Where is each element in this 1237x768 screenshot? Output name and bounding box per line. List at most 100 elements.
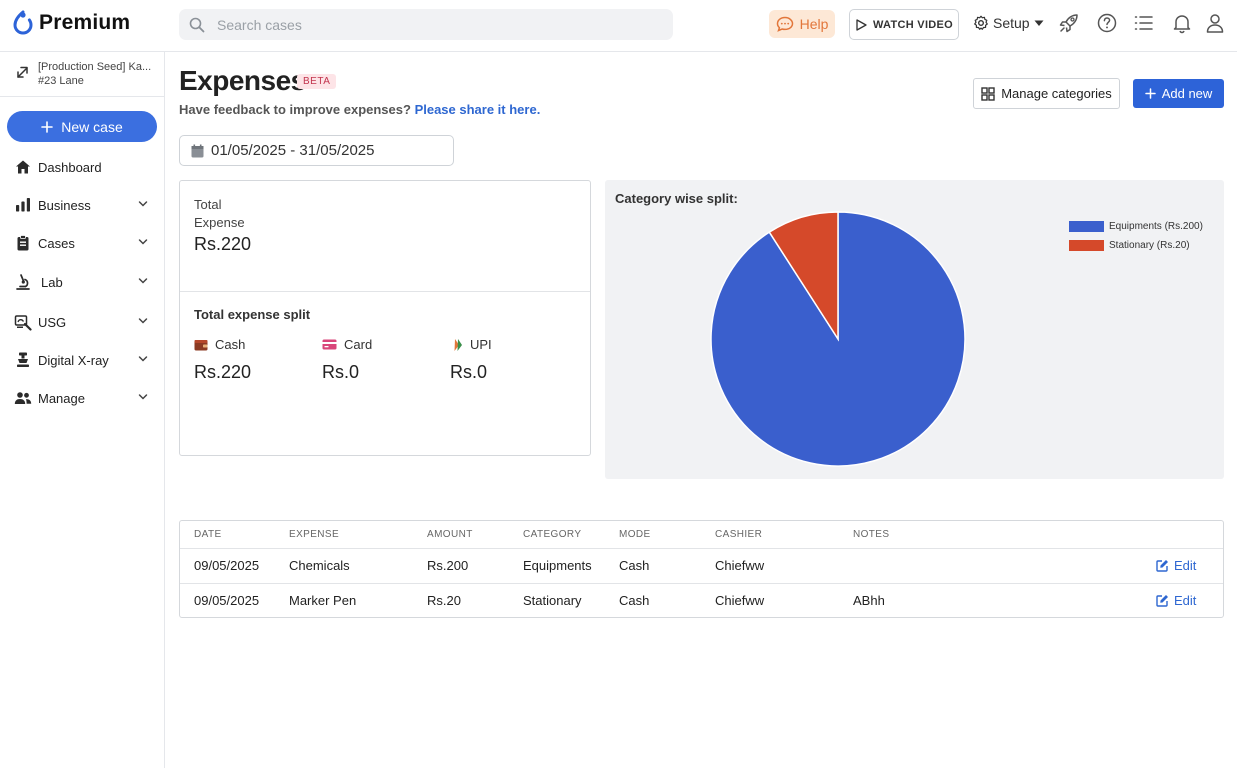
column-header-mode[interactable]: MODE xyxy=(619,529,651,540)
chevron-down-icon xyxy=(138,238,148,246)
split-cash: Cash Rs.220 xyxy=(194,337,304,383)
sidebar-item-manage[interactable]: Manage xyxy=(0,382,164,414)
total-expense-section: Total Expense Rs.220 xyxy=(180,181,590,292)
cell-notes: ABhh xyxy=(853,593,885,608)
cell-cashier: Chiefww xyxy=(715,558,765,573)
new-case-label: New case xyxy=(61,118,123,135)
search-bar[interactable] xyxy=(179,9,673,40)
sidebar-item-cases[interactable]: Cases xyxy=(0,227,164,259)
card-icon xyxy=(322,339,337,350)
feedback-link[interactable]: Please share it here. xyxy=(414,102,541,117)
feedback-text: Have feedback to improve expenses? xyxy=(179,102,411,117)
sidebar-item-label: USG xyxy=(38,315,67,330)
watch-video-label: WATCH VIDEO xyxy=(872,18,954,31)
column-header-date[interactable]: DATE xyxy=(194,529,222,540)
table-header: DATE EXPENSE AMOUNT CATEGORY MODE CASHIE… xyxy=(180,521,1223,549)
add-new-button[interactable]: Add new xyxy=(1133,79,1224,108)
split-upi: UPI Rs.0 xyxy=(450,337,560,383)
upi-icon xyxy=(450,338,463,352)
search-icon xyxy=(189,17,205,33)
caret-down-icon xyxy=(1034,19,1044,27)
chevron-down-icon xyxy=(138,200,148,208)
sidebar-item-usg[interactable]: USG xyxy=(0,306,164,338)
cell-cashier: Chiefww xyxy=(715,593,765,608)
legend-label: Stationary (Rs.20) xyxy=(1109,240,1190,251)
edit-label: Edit xyxy=(1174,558,1197,573)
column-header-expense[interactable]: EXPENSE xyxy=(289,529,340,540)
ultrasound-icon xyxy=(14,313,32,331)
help-button[interactable]: Help xyxy=(769,10,835,38)
clinic-address: #23 Lane xyxy=(38,75,84,87)
calendar-icon xyxy=(191,144,204,158)
brand-name: Premium xyxy=(39,11,131,34)
cell-mode: Cash xyxy=(619,593,650,608)
wallet-icon xyxy=(194,339,208,351)
sidebar-item-label: Business xyxy=(38,198,91,213)
plus-icon xyxy=(41,120,54,133)
pie-slice-stationary[interactable] xyxy=(768,211,839,342)
watch-video-button[interactable]: WATCH VIDEO xyxy=(849,9,959,40)
brand-logo[interactable]: Premium xyxy=(13,10,130,36)
cell-category: Stationary xyxy=(523,593,582,608)
sidebar-item-dashboard[interactable]: Dashboard xyxy=(0,151,164,183)
chart-title: Category wise split: xyxy=(615,191,738,206)
chart-legend: Equipments (Rs.200) Stationary (Rs.20) xyxy=(1069,217,1203,255)
sidebar-item-business[interactable]: Business xyxy=(0,189,164,221)
expenses-table: DATE EXPENSE AMOUNT CATEGORY MODE CASHIE… xyxy=(179,520,1224,618)
switch-arrows-icon xyxy=(14,65,30,81)
setup-menu[interactable]: Setup xyxy=(973,15,1044,31)
manage-categories-button[interactable]: Manage categories xyxy=(973,78,1120,109)
totals-card: Total Expense Rs.220 Total expense split… xyxy=(179,180,591,456)
new-case-button[interactable]: New case xyxy=(7,111,157,142)
split-label: UPI xyxy=(470,337,492,352)
split-value: Rs.0 xyxy=(450,362,488,382)
table-row: 09/05/2025 Marker Pen Rs.20 Stationary C… xyxy=(180,583,1223,617)
column-header-category[interactable]: CATEGORY xyxy=(523,529,582,540)
sidebar-item-lab[interactable]: Lab xyxy=(0,266,164,298)
play-icon xyxy=(855,18,867,31)
column-header-cashier[interactable]: CASHIER xyxy=(715,529,763,540)
cell-date: 09/05/2025 xyxy=(194,593,260,608)
bell-icon[interactable] xyxy=(1171,12,1193,34)
total-expense-label: Total Expense xyxy=(194,197,245,230)
column-header-notes[interactable]: NOTES xyxy=(853,529,890,540)
legend-item-stationary: Stationary (Rs.20) xyxy=(1069,236,1203,255)
beta-badge: BETA xyxy=(297,74,337,89)
cell-category: Equipments xyxy=(523,558,592,573)
feedback-line: Have feedback to improve expenses? Pleas… xyxy=(179,102,540,117)
bar-chart-icon xyxy=(14,196,32,214)
help-circle-icon[interactable] xyxy=(1096,12,1118,34)
users-icon xyxy=(14,389,32,407)
microscope-icon xyxy=(14,273,32,291)
date-range-picker[interactable]: 01/05/2025 - 31/05/2025 xyxy=(179,135,454,166)
edit-icon xyxy=(1156,594,1169,607)
sidebar-item-label: Digital X-ray xyxy=(38,353,109,368)
clipboard-icon xyxy=(14,234,32,252)
cell-expense: Chemicals xyxy=(289,558,350,573)
search-input[interactable] xyxy=(217,16,637,33)
list-icon[interactable] xyxy=(1133,12,1155,34)
gear-icon xyxy=(973,15,989,31)
manage-categories-label: Manage categories xyxy=(1001,86,1112,101)
pie-chart xyxy=(710,211,966,467)
total-expense-value: Rs.220 xyxy=(194,234,252,254)
sidebar-item-label: Dashboard xyxy=(38,160,102,175)
legend-item-equipments: Equipments (Rs.200) xyxy=(1069,217,1203,236)
column-header-amount[interactable]: AMOUNT xyxy=(427,529,473,540)
chevron-down-icon xyxy=(138,277,148,285)
sidebar-item-label: Manage xyxy=(38,391,85,406)
sidebar-item-label: Lab xyxy=(41,275,63,290)
sidebar-item-digital-xray[interactable]: Digital X-ray xyxy=(0,344,164,376)
edit-button[interactable]: Edit xyxy=(1156,593,1196,608)
split-card: Card Rs.0 xyxy=(322,337,432,383)
split-label: Cash xyxy=(215,337,246,352)
split-label: Card xyxy=(344,337,373,352)
edit-label: Edit xyxy=(1174,593,1197,608)
rocket-icon[interactable] xyxy=(1058,12,1080,34)
chevron-down-icon xyxy=(138,393,148,401)
setup-label: Setup xyxy=(993,15,1030,31)
edit-button[interactable]: Edit xyxy=(1156,558,1196,573)
cell-amount: Rs.20 xyxy=(427,593,461,608)
clinic-switcher[interactable]: [Production Seed] Ka... #23 Lane xyxy=(0,52,164,97)
user-profile-icon[interactable] xyxy=(1204,12,1226,34)
